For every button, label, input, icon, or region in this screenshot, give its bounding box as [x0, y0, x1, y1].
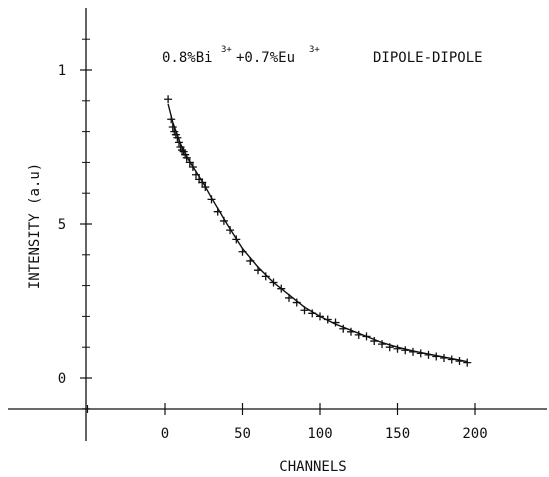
y-tick-label: 0 — [58, 371, 66, 387]
y-tick-label: 5 — [58, 217, 66, 233]
x-tick-label: 0 — [161, 426, 169, 442]
data-point — [378, 340, 386, 349]
data-point — [192, 170, 200, 179]
tick-labels: 0 50 100 150 200 0 5 1 — [58, 63, 488, 442]
data-point — [292, 298, 301, 307]
data-point — [269, 278, 278, 287]
data-point — [432, 352, 441, 361]
data-point — [424, 350, 433, 359]
tick-marks — [80, 38, 476, 415]
data-point — [393, 344, 402, 353]
data-point — [401, 346, 410, 355]
data-point — [308, 309, 317, 318]
data-point — [173, 133, 182, 142]
annotation-bi-superscript: 3+ — [221, 45, 232, 55]
data-point — [174, 138, 183, 147]
annotation-eu-superscript: 3+ — [309, 45, 320, 55]
x-axis-label: CHANNELS — [279, 459, 346, 475]
y-tick-label: 1 — [58, 63, 66, 79]
data-point — [226, 226, 235, 235]
data-point — [164, 95, 173, 104]
data-point — [354, 330, 363, 339]
x-tick-label: 50 — [234, 426, 251, 442]
data-point — [385, 343, 394, 352]
data-point — [463, 358, 472, 367]
data-point — [182, 153, 191, 162]
x-tick-label: 200 — [462, 426, 487, 442]
data-point — [447, 355, 456, 364]
data-point — [246, 256, 255, 265]
data-point — [188, 163, 197, 172]
data-point — [207, 195, 216, 204]
data-point — [219, 216, 228, 225]
data-point — [185, 158, 194, 167]
annotation-model: DIPOLE-DIPOLE — [373, 50, 483, 66]
data-point — [277, 284, 286, 293]
annotation-bi: 0.8%Bi — [162, 50, 213, 66]
data-point — [198, 178, 207, 187]
data-point — [316, 312, 324, 321]
data-point — [362, 332, 371, 341]
data-point — [455, 357, 464, 366]
data-point — [300, 306, 309, 315]
fit-curve — [167, 103, 468, 363]
data-point — [254, 266, 262, 275]
data-point — [339, 324, 348, 333]
data-point — [370, 337, 379, 346]
x-tick-label: 100 — [307, 426, 332, 442]
data-point — [347, 327, 355, 336]
chart-annotation: 0.8%Bi 3+ +0.7%Eu 3+ DIPOLE-DIPOLE — [162, 45, 483, 66]
x-tick-label: 150 — [385, 426, 410, 442]
fit-curve-group — [167, 103, 468, 363]
data-point — [323, 315, 332, 324]
data-point — [167, 115, 176, 124]
data-point — [213, 207, 222, 216]
data-point — [440, 353, 448, 362]
data-point — [238, 247, 247, 256]
data-point — [178, 146, 187, 155]
data-point — [261, 272, 270, 281]
annotation-eu: +0.7%Eu — [236, 50, 295, 66]
data-point — [201, 183, 210, 192]
data-points — [164, 95, 472, 367]
data-point — [416, 349, 425, 358]
y-axis-label: INTENSITY (a.u) — [27, 163, 43, 289]
data-point — [168, 122, 177, 131]
data-point — [285, 293, 293, 302]
data-point — [331, 318, 340, 327]
data-point — [232, 235, 241, 244]
data-point — [409, 347, 417, 356]
